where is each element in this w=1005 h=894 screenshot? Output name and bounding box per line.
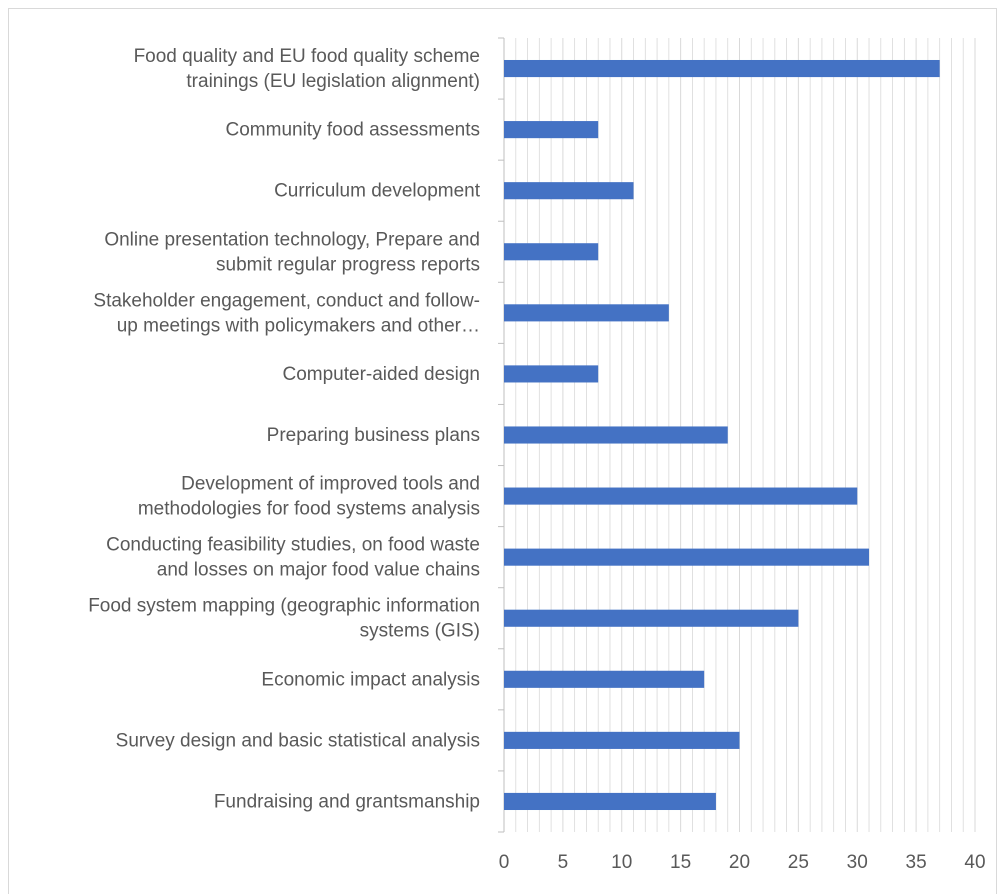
x-tick-label: 0 [499, 852, 510, 873]
category-label: Preparing business plans [267, 425, 480, 446]
x-tick-labels: 0 5 10 15 20 25 30 35 40 [499, 852, 986, 873]
bar [504, 243, 599, 261]
bar [504, 182, 634, 200]
category-labels: Food quality and EU food quality scheme t… [88, 46, 481, 812]
category-label: Survey design and basic statistical anal… [116, 730, 480, 751]
category-label: Community food assessments [226, 120, 481, 141]
bar [504, 792, 716, 811]
category-label: Fundraising and grantsmanship [214, 791, 480, 812]
chart-frame [8, 8, 997, 894]
category-label: Conducting feasibility studies, on food … [106, 535, 480, 581]
category-label: Food system mapping (geographic informat… [88, 596, 480, 642]
bars [504, 59, 940, 811]
x-tick-label: 25 [788, 852, 809, 873]
bar [504, 365, 599, 383]
category-label: Economic impact analysis [261, 669, 480, 690]
bar [504, 487, 858, 505]
bar [504, 670, 705, 688]
bar [504, 304, 669, 322]
x-tick-label: 30 [847, 852, 868, 873]
x-tick-label: 35 [906, 852, 927, 873]
x-tick-label: 5 [558, 852, 569, 873]
bar [504, 731, 740, 749]
bar [504, 426, 728, 444]
bar [504, 121, 599, 139]
bar [504, 609, 799, 627]
x-tick-label: 40 [964, 852, 985, 873]
bar [504, 548, 870, 566]
category-label: Curriculum development [274, 181, 481, 202]
category-label: Stakeholder engagement, conduct and foll… [93, 290, 480, 336]
category-label: Computer-aided design [282, 364, 480, 385]
x-tick-label: 10 [611, 852, 632, 873]
x-tick-label: 20 [729, 852, 750, 873]
x-tick-label: 15 [670, 852, 691, 873]
bar [504, 59, 940, 78]
category-label: Food quality and EU food quality scheme t… [134, 46, 480, 92]
category-label: Development of improved tools and methodo… [138, 474, 480, 520]
category-label: Online presentation technology, Prepare … [104, 229, 480, 275]
axes [498, 37, 505, 833]
